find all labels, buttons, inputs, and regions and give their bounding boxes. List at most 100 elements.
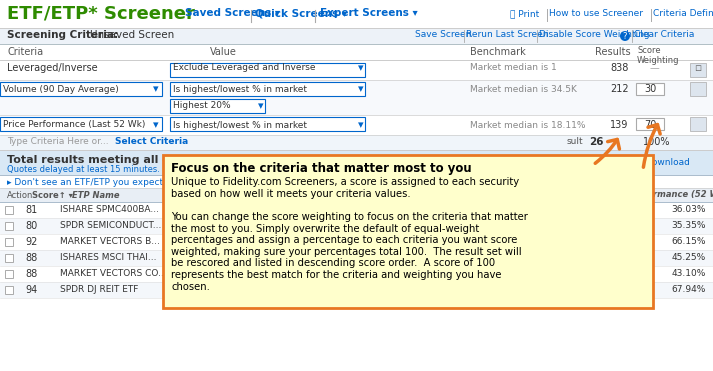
Text: Quotes delayed at least 15 minutes. Log in for real-time quotes.: Quotes delayed at least 15 minutes. Log … bbox=[7, 165, 277, 174]
Text: Rerun Last Screen: Rerun Last Screen bbox=[466, 30, 548, 39]
Text: ISHARES MSCI THAI...: ISHARES MSCI THAI... bbox=[60, 253, 156, 263]
Bar bbox=[170, 82, 365, 96]
Text: Results: Results bbox=[595, 47, 630, 57]
Text: 67.94%: 67.94% bbox=[672, 286, 706, 295]
Text: 88: 88 bbox=[26, 253, 38, 263]
Bar bbox=[690, 63, 706, 77]
Bar bbox=[5, 254, 13, 262]
Text: Exclude Leveraged and Inverse: Exclude Leveraged and Inverse bbox=[173, 63, 315, 72]
Bar bbox=[170, 99, 265, 113]
Text: 405.7K: 405.7K bbox=[541, 269, 573, 279]
Bar bbox=[636, 83, 664, 95]
Text: 305.9K: 305.9K bbox=[541, 221, 573, 230]
Text: ◽: ◽ bbox=[694, 63, 702, 73]
Text: 81: 81 bbox=[26, 205, 38, 215]
Bar bbox=[690, 82, 706, 96]
Text: Action: Action bbox=[7, 190, 34, 200]
Text: Volume (90 Day
Average): Volume (90 Day Average) bbox=[543, 184, 604, 204]
Text: Criteria Definitions: Criteria Definitions bbox=[653, 9, 713, 18]
Text: ▾: ▾ bbox=[358, 84, 364, 94]
Text: Type Criteria Here or...: Type Criteria Here or... bbox=[7, 138, 108, 147]
Text: Select Criteria: Select Criteria bbox=[115, 138, 188, 147]
Bar bbox=[0, 82, 162, 96]
Text: 80: 80 bbox=[26, 221, 38, 231]
Text: 35.35%: 35.35% bbox=[672, 221, 706, 230]
Bar bbox=[0, 115, 713, 135]
Text: MARKET VECTORS B...: MARKET VECTORS B... bbox=[60, 237, 160, 246]
Text: Screening Criteria:: Screening Criteria: bbox=[7, 30, 118, 40]
Text: —: — bbox=[650, 63, 660, 73]
Bar bbox=[5, 286, 13, 294]
Text: 367.7K: 367.7K bbox=[541, 237, 573, 246]
Text: Criteria: Criteria bbox=[7, 47, 43, 57]
Text: ?: ? bbox=[622, 32, 627, 41]
Text: Unique to Fidelity.com Screeners, a score is assigned to each security
based on : Unique to Fidelity.com Screeners, a scor… bbox=[171, 177, 519, 198]
Text: sult: sult bbox=[567, 138, 584, 147]
Text: ▾: ▾ bbox=[258, 101, 264, 111]
Text: ▸ Don't see an ETF/ETP you expected?: ▸ Don't see an ETF/ETP you expected? bbox=[7, 178, 179, 187]
Text: 70: 70 bbox=[644, 120, 656, 130]
Bar bbox=[0, 266, 713, 282]
Bar bbox=[170, 117, 365, 131]
Bar bbox=[0, 28, 713, 44]
Bar bbox=[0, 44, 713, 60]
Text: Save View: Save View bbox=[602, 158, 649, 167]
Bar bbox=[0, 117, 162, 131]
Text: Is highest/lowest % in market: Is highest/lowest % in market bbox=[173, 121, 307, 129]
Bar bbox=[690, 117, 706, 131]
Text: 88: 88 bbox=[26, 269, 38, 279]
Bar bbox=[0, 188, 713, 202]
Text: Market median is 18.11%: Market median is 18.11% bbox=[470, 121, 585, 129]
Text: KCE: KCE bbox=[295, 269, 312, 279]
Text: Price Performance (Last 52 Wk): Price Performance (Last 52 Wk) bbox=[3, 121, 145, 129]
Text: ISHARE SPMC400BA...: ISHARE SPMC400BA... bbox=[60, 206, 159, 214]
Text: 139: 139 bbox=[610, 120, 628, 130]
Text: 43.10%: 43.10% bbox=[672, 269, 706, 279]
Text: Download: Download bbox=[645, 158, 690, 167]
Bar bbox=[5, 222, 13, 230]
Text: 100%: 100% bbox=[643, 137, 670, 147]
Circle shape bbox=[620, 31, 630, 41]
Text: 36.03%: 36.03% bbox=[672, 206, 706, 214]
Text: ETF/ETP* Screener: ETF/ETP* Screener bbox=[7, 5, 195, 23]
Text: MARKET VECTORS CO...: MARKET VECTORS CO... bbox=[60, 269, 167, 279]
Text: ▾: ▾ bbox=[358, 120, 364, 130]
Text: ▾: ▾ bbox=[153, 120, 158, 130]
Text: RWR: RWR bbox=[295, 286, 316, 295]
Text: 298.3K: 298.3K bbox=[541, 206, 573, 214]
Bar bbox=[0, 250, 713, 266]
Text: How to use Screener: How to use Screener bbox=[549, 9, 643, 18]
Text: ▾: ▾ bbox=[153, 84, 158, 94]
Text: Clear Criteria: Clear Criteria bbox=[634, 30, 694, 39]
Bar bbox=[0, 135, 713, 150]
Text: Market median is 34.5K: Market median is 34.5K bbox=[470, 85, 577, 93]
Bar bbox=[0, 218, 713, 234]
Text: Disable Score Weighting: Disable Score Weighting bbox=[539, 30, 650, 39]
Text: You can change the score weighting to focus on the criteria that matter
the most: You can change the score weighting to fo… bbox=[171, 212, 528, 292]
Text: 30: 30 bbox=[644, 84, 656, 94]
Text: SPDR SEMICONDUCT...: SPDR SEMICONDUCT... bbox=[60, 221, 161, 230]
Text: SPDR DJ REIT ETF: SPDR DJ REIT ETF bbox=[60, 286, 138, 295]
Text: Saved Screens ▾: Saved Screens ▾ bbox=[185, 8, 280, 18]
Text: ▾: ▾ bbox=[358, 63, 364, 73]
Text: 26: 26 bbox=[589, 137, 603, 147]
Bar bbox=[0, 80, 713, 115]
Text: 66.15%: 66.15% bbox=[672, 237, 706, 246]
Text: 593.9K: 593.9K bbox=[541, 286, 573, 295]
Text: Total results meeting all criteria : 26: Total results meeting all criteria : 26 bbox=[7, 155, 235, 165]
Text: 92: 92 bbox=[26, 237, 39, 247]
Text: Is highest/lowest % in market: Is highest/lowest % in market bbox=[173, 85, 307, 93]
Text: ▾: ▾ bbox=[320, 269, 324, 279]
Text: Leveraged/Inverse: Leveraged/Inverse bbox=[7, 63, 98, 73]
Bar bbox=[0, 0, 713, 28]
Text: Save Screen: Save Screen bbox=[415, 30, 471, 39]
Text: 212: 212 bbox=[610, 84, 629, 94]
Bar bbox=[0, 282, 713, 298]
Bar bbox=[636, 118, 664, 130]
Text: 94: 94 bbox=[26, 285, 38, 295]
Text: 45.25%: 45.25% bbox=[672, 253, 706, 263]
Bar bbox=[0, 60, 713, 80]
Text: Score
Weighting: Score Weighting bbox=[637, 46, 679, 65]
Bar bbox=[5, 206, 13, 214]
Bar bbox=[0, 234, 713, 250]
